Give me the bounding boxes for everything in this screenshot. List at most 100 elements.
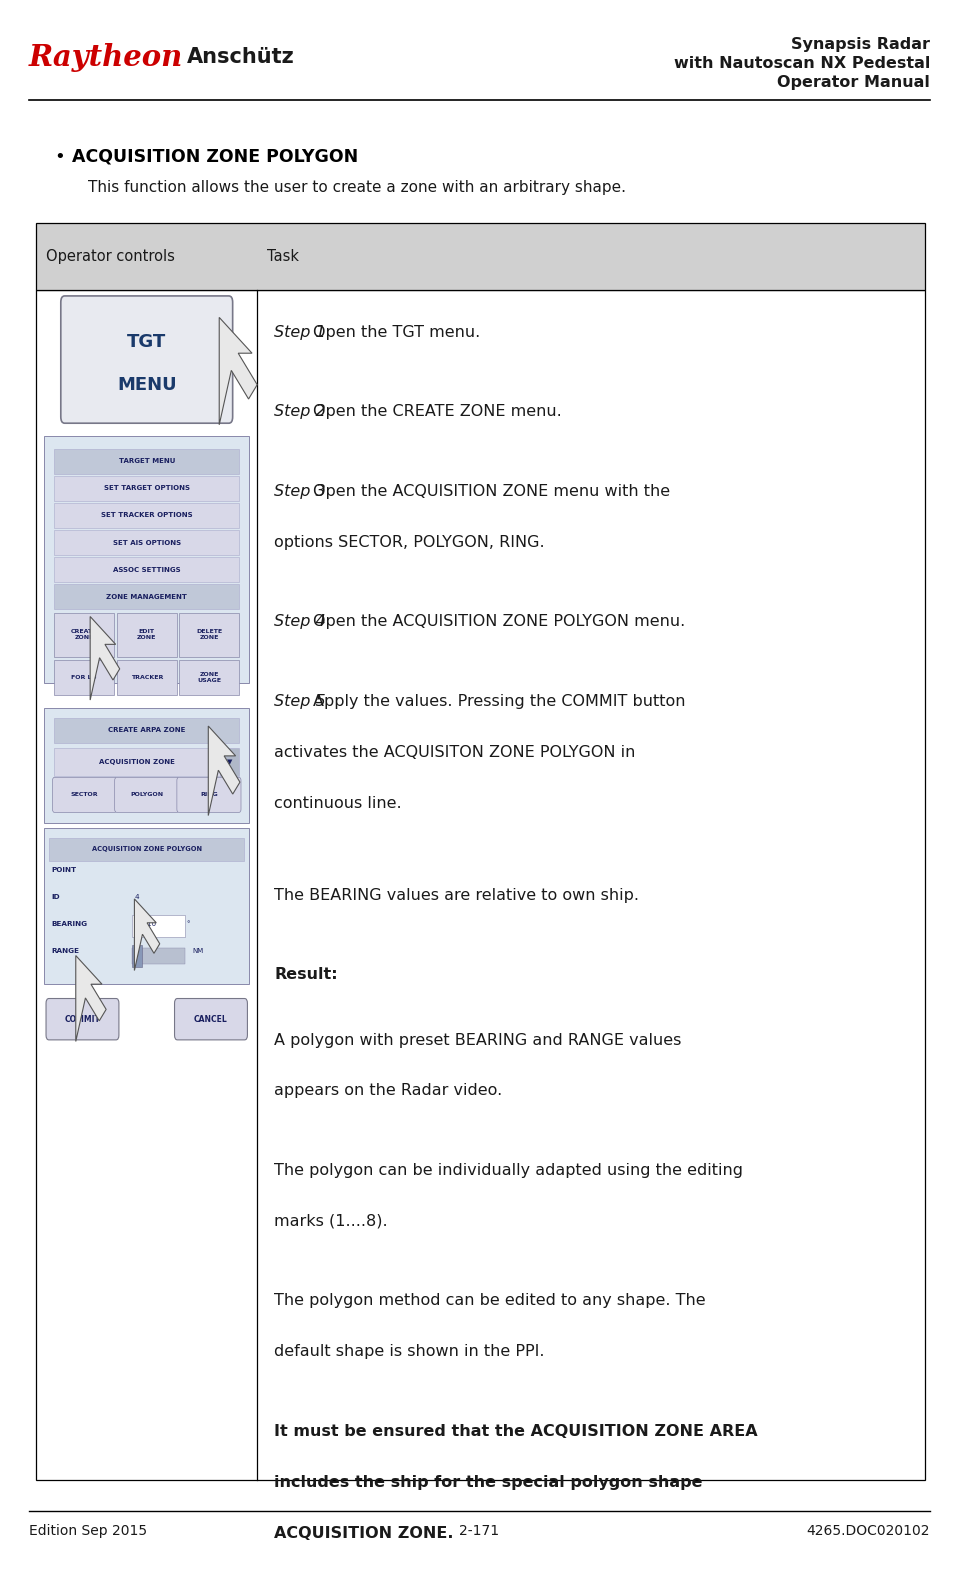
Text: POINT: POINT xyxy=(52,867,77,873)
Text: Result:: Result: xyxy=(274,967,338,982)
Text: includes the ship for the special polygon shape: includes the ship for the special polygo… xyxy=(274,1475,703,1489)
Text: SET TARGET OPTIONS: SET TARGET OPTIONS xyxy=(104,485,190,492)
Text: FOR LO: FOR LO xyxy=(72,675,97,681)
Text: marks (1....8).: marks (1....8). xyxy=(274,1214,387,1228)
Text: RANGE: RANGE xyxy=(52,948,80,955)
Text: Apply the values. Pressing the COMMIT button: Apply the values. Pressing the COMMIT bu… xyxy=(314,694,686,708)
Text: •: • xyxy=(55,148,65,165)
Bar xyxy=(220,748,239,776)
Text: CREATE ARPA ZONE: CREATE ARPA ZONE xyxy=(108,727,185,733)
Text: SECTOR: SECTOR xyxy=(71,792,99,797)
Bar xyxy=(55,660,114,695)
Text: COMMIT: COMMIT xyxy=(64,1015,101,1023)
FancyBboxPatch shape xyxy=(176,778,241,813)
Text: RING: RING xyxy=(200,792,218,797)
Text: ACQUISITION ZONE.: ACQUISITION ZONE. xyxy=(274,1526,454,1540)
Text: ACQUISITION ZONE POLYGON: ACQUISITION ZONE POLYGON xyxy=(92,846,201,853)
Text: Edition Sep 2015: Edition Sep 2015 xyxy=(29,1524,147,1537)
Text: This function allows the user to create a zone with an arbitrary shape.: This function allows the user to create … xyxy=(88,180,626,194)
Text: Synapsis Radar: Synapsis Radar xyxy=(791,37,930,53)
Bar xyxy=(55,476,239,501)
Text: POLYGON: POLYGON xyxy=(130,792,163,797)
Text: Step 1: Step 1 xyxy=(274,325,331,339)
Bar xyxy=(44,829,249,985)
Text: MENU: MENU xyxy=(117,375,176,393)
Text: It must be ensured that the ACQUISITION ZONE AREA: It must be ensured that the ACQUISITION … xyxy=(274,1424,758,1438)
Text: default shape is shown in the PPI.: default shape is shown in the PPI. xyxy=(274,1344,545,1359)
Bar xyxy=(132,945,142,967)
Text: Step 4: Step 4 xyxy=(274,614,331,628)
FancyBboxPatch shape xyxy=(46,999,119,1041)
Text: Open the ACQUISITION ZONE POLYGON menu.: Open the ACQUISITION ZONE POLYGON menu. xyxy=(314,614,686,628)
Text: Open the CREATE ZONE menu.: Open the CREATE ZONE menu. xyxy=(314,404,562,418)
FancyBboxPatch shape xyxy=(115,778,178,813)
Bar xyxy=(44,436,249,683)
Bar xyxy=(55,530,239,555)
Text: 2-171: 2-171 xyxy=(459,1524,500,1537)
Text: TARGET MENU: TARGET MENU xyxy=(119,458,175,465)
Text: appears on the Radar video.: appears on the Radar video. xyxy=(274,1083,503,1098)
Text: EDIT
ZONE: EDIT ZONE xyxy=(137,630,156,640)
Text: CREATE
ZONE: CREATE ZONE xyxy=(71,630,98,640)
Bar xyxy=(49,838,245,861)
Bar xyxy=(55,557,239,582)
Text: °: ° xyxy=(186,921,190,928)
Bar xyxy=(132,915,185,937)
Text: Raytheon: Raytheon xyxy=(29,43,183,72)
Text: 4265.DOC020102: 4265.DOC020102 xyxy=(807,1524,930,1537)
Bar xyxy=(117,613,176,657)
Text: A polygon with preset BEARING and RANGE values: A polygon with preset BEARING and RANGE … xyxy=(274,1033,682,1047)
Bar xyxy=(36,223,925,290)
Text: activates the ACQUISITON ZONE POLYGON in: activates the ACQUISITON ZONE POLYGON in xyxy=(274,745,636,759)
Text: options SECTOR, POLYGON, RING.: options SECTOR, POLYGON, RING. xyxy=(274,535,545,549)
Bar xyxy=(132,948,185,964)
Text: ZONE
USAGE: ZONE USAGE xyxy=(198,673,222,683)
Text: Anschütz: Anschütz xyxy=(187,48,294,67)
Bar xyxy=(36,290,925,1480)
Bar xyxy=(179,613,239,657)
Text: TRACKER: TRACKER xyxy=(130,675,163,681)
Text: SET TRACKER OPTIONS: SET TRACKER OPTIONS xyxy=(101,512,193,519)
Bar xyxy=(55,613,114,657)
Bar xyxy=(55,584,239,609)
Text: Task: Task xyxy=(267,248,298,264)
Text: DELETE
ZONE: DELETE ZONE xyxy=(197,630,222,640)
FancyBboxPatch shape xyxy=(60,296,233,423)
Polygon shape xyxy=(134,899,160,971)
Text: SET AIS OPTIONS: SET AIS OPTIONS xyxy=(112,539,181,546)
Text: ID: ID xyxy=(52,894,60,901)
Text: Open the TGT menu.: Open the TGT menu. xyxy=(314,325,480,339)
Text: BEARING: BEARING xyxy=(52,921,88,928)
Text: Step 5: Step 5 xyxy=(274,694,331,708)
Text: The polygon can be individually adapted using the editing: The polygon can be individually adapted … xyxy=(274,1163,743,1177)
FancyBboxPatch shape xyxy=(53,778,117,813)
Bar xyxy=(55,718,239,743)
Text: ▼: ▼ xyxy=(226,759,232,765)
Text: Step 3: Step 3 xyxy=(274,484,331,498)
Bar xyxy=(55,449,239,474)
Text: ACQUISITION ZONE POLYGON: ACQUISITION ZONE POLYGON xyxy=(72,148,358,165)
Polygon shape xyxy=(76,956,106,1042)
Polygon shape xyxy=(220,318,257,425)
Bar xyxy=(55,503,239,528)
Text: The polygon method can be edited to any shape. The: The polygon method can be edited to any … xyxy=(274,1293,706,1308)
Text: 82.10: 82.10 xyxy=(136,921,156,928)
Text: ZONE MANAGEMENT: ZONE MANAGEMENT xyxy=(106,593,187,600)
Polygon shape xyxy=(208,725,240,816)
FancyBboxPatch shape xyxy=(175,999,247,1041)
Bar xyxy=(55,748,220,776)
Text: CANCEL: CANCEL xyxy=(194,1015,228,1023)
Text: with Nautoscan NX Pedestal: with Nautoscan NX Pedestal xyxy=(674,56,930,72)
Text: Step 2: Step 2 xyxy=(274,404,331,418)
Text: TGT: TGT xyxy=(128,334,166,352)
Text: Operator Manual: Operator Manual xyxy=(778,75,930,91)
Text: NM: NM xyxy=(192,948,203,955)
Text: ACQUISITION ZONE: ACQUISITION ZONE xyxy=(99,759,175,765)
Bar xyxy=(44,708,249,823)
Text: continuous line.: continuous line. xyxy=(274,796,402,810)
Text: 4: 4 xyxy=(134,894,139,901)
Polygon shape xyxy=(90,617,120,700)
Bar xyxy=(179,660,239,695)
Text: ASSOC SETTINGS: ASSOC SETTINGS xyxy=(113,566,180,573)
Text: Operator controls: Operator controls xyxy=(46,248,175,264)
